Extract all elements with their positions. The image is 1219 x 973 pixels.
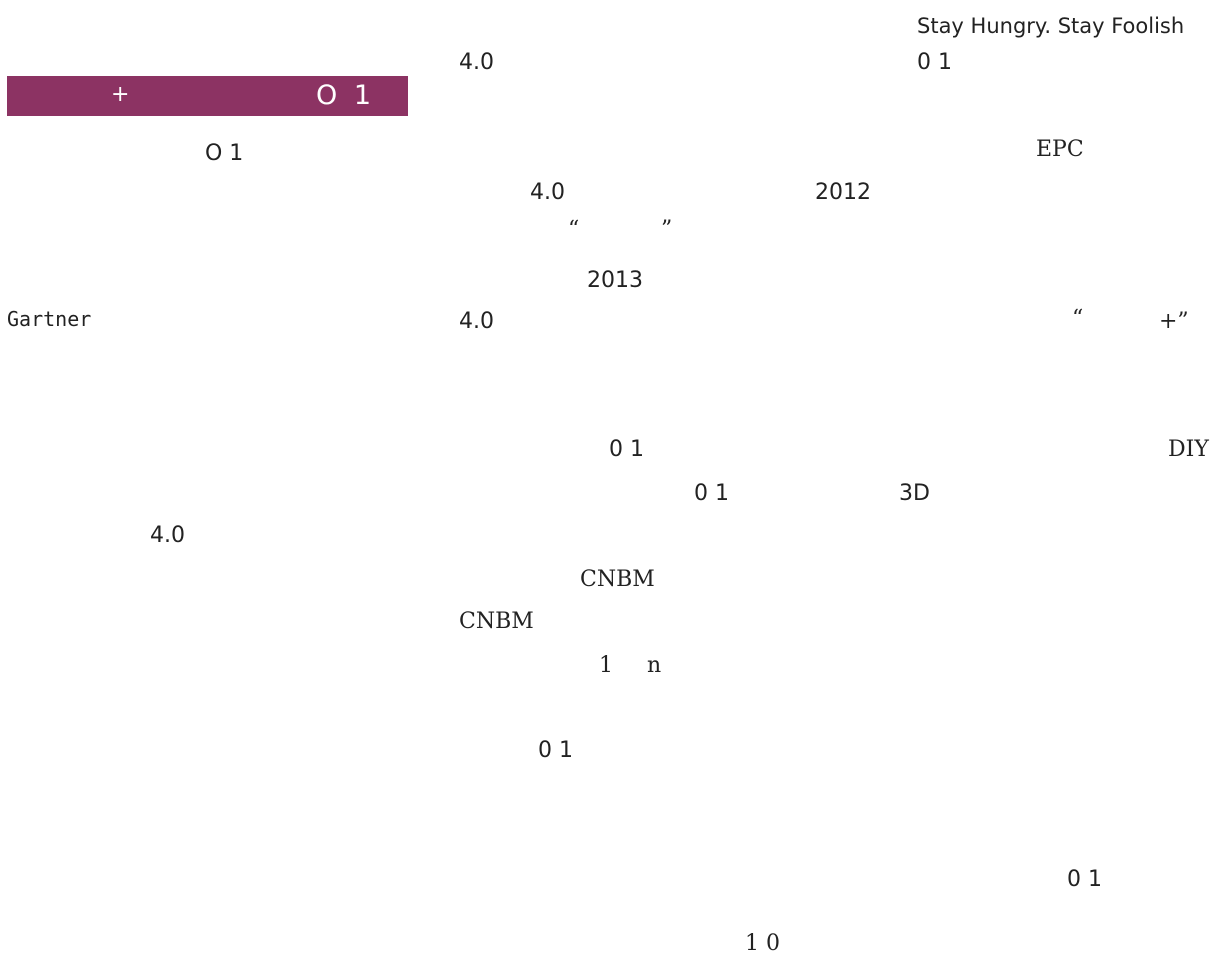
text-stay-hungry: Stay Hungry. Stay Foolish <box>917 14 1185 38</box>
text-2013: 2013 <box>587 268 643 293</box>
text-open-quote-b: “ <box>1072 306 1084 331</box>
text-4-0-c: 4.0 <box>459 309 494 334</box>
text-epc: EPC <box>1036 137 1084 162</box>
text-4-0-b: 4.0 <box>530 180 565 205</box>
sidebar-text-o1: O 1 <box>205 141 244 166</box>
text-0-1-e: 0 1 <box>1067 867 1102 892</box>
text-3d: 3D <box>899 481 930 506</box>
sidebar-text-gartner: Gartner <box>7 307 92 331</box>
text-plus-quote: +” <box>1159 309 1189 334</box>
banner-plus-text: + <box>111 82 130 107</box>
text-0-1-c: 0 1 <box>694 481 729 506</box>
banner-number: O 1 <box>316 80 376 111</box>
text-close-quote-a: ” <box>661 217 673 242</box>
text-n: n <box>647 653 662 678</box>
text-cnbm-b: CNBM <box>459 609 534 634</box>
text-2012: 2012 <box>815 180 871 205</box>
text-0-1-b: 0 1 <box>609 437 644 462</box>
text-1-0: 1 0 <box>745 931 780 956</box>
text-0-1-d: 0 1 <box>538 738 573 763</box>
text-diy: DIY <box>1168 437 1209 462</box>
text-cnbm-a: CNBM <box>580 567 655 592</box>
text-0-1-a: 0 1 <box>917 50 952 75</box>
text-1: 1 <box>599 653 613 678</box>
text-open-quote-a: “ <box>568 217 580 242</box>
section-banner: + O 1 <box>7 76 408 116</box>
sidebar-text-4-0: 4.0 <box>150 523 185 548</box>
text-4-0-a: 4.0 <box>459 50 494 75</box>
